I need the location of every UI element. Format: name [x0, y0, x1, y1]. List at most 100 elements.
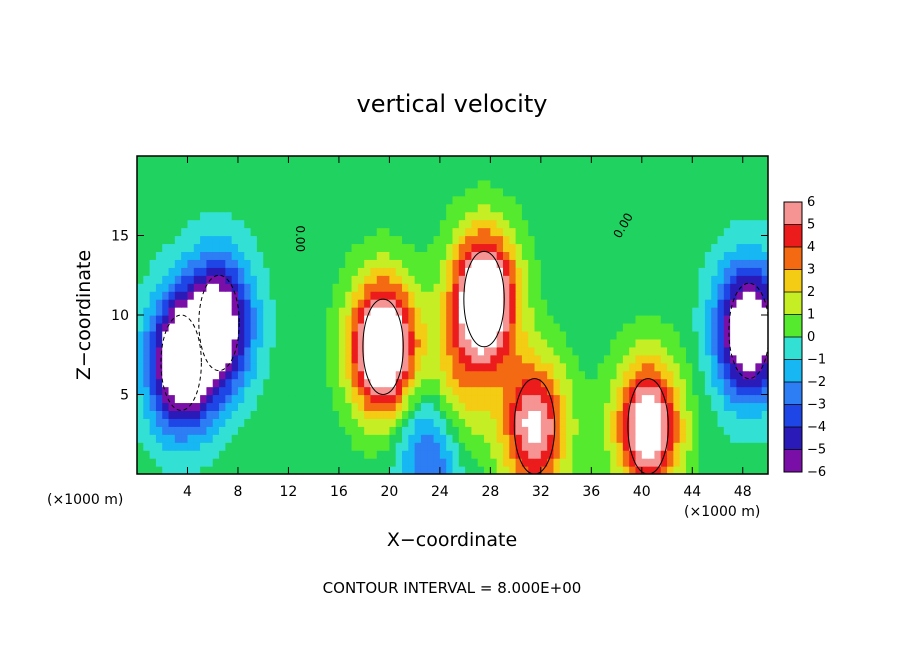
- field-cell: [610, 211, 618, 221]
- field-cell: [755, 259, 763, 268]
- field-cell: [357, 267, 365, 276]
- field-cell: [212, 426, 220, 435]
- field-cell: [730, 171, 738, 181]
- field-cell: [717, 163, 725, 173]
- field-cell: [534, 354, 542, 364]
- field-cell: [250, 307, 258, 316]
- field-cell: [528, 370, 536, 380]
- field-cell: [364, 179, 372, 189]
- field-cell: [610, 251, 618, 260]
- field-cell: [742, 156, 750, 165]
- field-cell: [225, 434, 233, 443]
- field-cell: [711, 163, 719, 173]
- field-cell: [256, 283, 264, 292]
- field-cell: [622, 322, 630, 332]
- field-cell: [244, 203, 252, 213]
- field-cell: [736, 156, 744, 165]
- field-cell: [351, 203, 359, 213]
- field-cell: [730, 426, 738, 435]
- field-cell: [502, 219, 510, 229]
- field-cell: [351, 346, 359, 356]
- field-cell: [250, 322, 258, 332]
- field-cell: [275, 346, 283, 356]
- field-cell: [174, 386, 182, 396]
- field-cell: [219, 179, 226, 189]
- field-cell: [301, 402, 308, 411]
- field-cell: [439, 370, 447, 380]
- field-cell: [244, 275, 252, 284]
- field-cell: [540, 386, 548, 396]
- field-cell: [723, 307, 731, 316]
- field-cell: [755, 267, 763, 276]
- field-cell: [389, 362, 397, 372]
- field-cell: [200, 251, 208, 260]
- field-cell: [395, 378, 403, 388]
- field-cell: [414, 418, 422, 427]
- field-cell: [414, 156, 422, 165]
- field-cell: [155, 394, 163, 404]
- field-cell: [282, 187, 290, 197]
- field-cell: [282, 235, 290, 245]
- field-cell: [383, 227, 390, 237]
- field-cell: [332, 179, 340, 189]
- field-cell: [313, 394, 321, 404]
- field-cell: [389, 211, 397, 221]
- field-cell: [553, 156, 561, 165]
- field-cell: [622, 275, 630, 284]
- field-cell: [294, 346, 302, 356]
- field-cell: [357, 195, 365, 205]
- field-cell: [723, 346, 731, 356]
- field-cell: [692, 227, 700, 237]
- field-cell: [566, 386, 573, 396]
- field-cell: [256, 156, 264, 165]
- field-cell: [452, 291, 460, 300]
- field-cell: [597, 418, 605, 427]
- field-cell: [610, 434, 618, 443]
- field-cell: [338, 338, 346, 348]
- field-cell: [692, 338, 700, 348]
- field-cell: [717, 203, 725, 213]
- field-cell: [357, 322, 365, 332]
- field-cell: [660, 259, 668, 268]
- field-cell: [408, 434, 416, 443]
- field-cell: [585, 179, 592, 189]
- field-cell: [515, 283, 523, 292]
- field-cell: [698, 402, 706, 411]
- field-cell: [433, 235, 441, 245]
- field-cell: [193, 251, 201, 260]
- field-cell: [704, 434, 712, 443]
- field-cell: [622, 156, 630, 165]
- field-cell: [319, 322, 327, 332]
- field-cell: [749, 386, 756, 396]
- field-cell: [660, 291, 668, 300]
- field-cell: [477, 267, 485, 276]
- field-cell: [244, 315, 252, 324]
- field-cell: [275, 426, 283, 435]
- field-cell: [465, 163, 473, 173]
- field-cell: [155, 346, 163, 356]
- field-cell: [319, 251, 327, 260]
- y-tick-label: 15: [111, 229, 129, 245]
- field-cell: [521, 418, 529, 427]
- field-cell: [509, 338, 517, 348]
- x-tick-label: 4: [183, 484, 192, 500]
- field-cell: [395, 187, 403, 197]
- field-cell: [667, 426, 674, 435]
- field-cell: [307, 307, 315, 316]
- field-cell: [534, 235, 542, 245]
- field-cell: [509, 346, 517, 356]
- field-cell: [338, 330, 346, 340]
- field-cell: [231, 283, 239, 292]
- field-cell: [187, 219, 195, 229]
- field-cell: [389, 394, 397, 404]
- field-cell: [446, 235, 454, 245]
- field-cell: [685, 362, 693, 372]
- field-cell: [237, 394, 245, 404]
- field-cell: [610, 227, 618, 237]
- field-cell: [200, 307, 208, 316]
- field-cell: [288, 354, 296, 364]
- field-cell: [181, 259, 189, 268]
- field-cell: [143, 275, 151, 284]
- field-cell: [572, 187, 580, 197]
- field-cell: [667, 219, 674, 229]
